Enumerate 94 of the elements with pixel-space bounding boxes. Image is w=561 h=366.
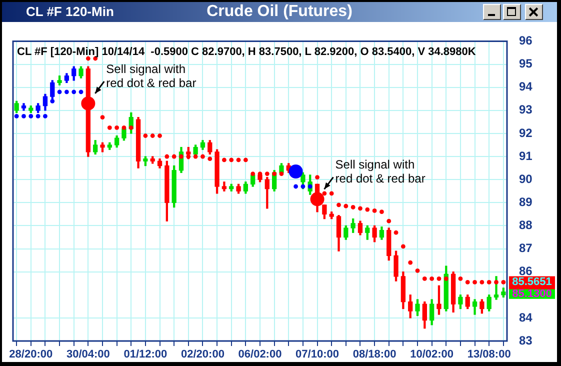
point xyxy=(264,172,270,176)
x-tick-label: 07/10:00 xyxy=(296,348,339,361)
point xyxy=(294,184,298,189)
point xyxy=(186,154,191,159)
x-tick-label: 13/08:00 xyxy=(467,348,511,361)
y-tick-label: 92 xyxy=(519,126,533,140)
x-tick-label: 06/02:00 xyxy=(238,348,282,361)
point xyxy=(400,244,406,249)
point xyxy=(494,280,498,284)
point xyxy=(64,90,69,94)
point xyxy=(308,184,312,189)
y-tick-label: 86 xyxy=(519,264,533,278)
point xyxy=(386,218,392,224)
point xyxy=(107,125,112,130)
annotation: Sell signal with red dot & red bar xyxy=(335,157,426,186)
y-tick-label: 83 xyxy=(519,333,533,348)
point xyxy=(43,114,48,118)
point xyxy=(36,114,40,118)
point xyxy=(28,114,34,118)
chart-subtitle: CL #F [120-Min] 10/14/14 -0.5900 C 82.9700, H 83.7500, L 82.9200, O 83.5400, V 34.8980K xyxy=(17,46,476,58)
point xyxy=(57,90,62,94)
point xyxy=(143,134,148,138)
x-tick-label: 08/18:00 xyxy=(352,348,396,361)
point xyxy=(279,172,284,176)
point xyxy=(465,280,470,284)
point xyxy=(22,114,26,118)
y-tick-label: 84 xyxy=(519,310,533,324)
point xyxy=(458,276,463,281)
y-tick-label: 87 xyxy=(519,241,533,256)
point xyxy=(164,154,170,159)
y-tick-label: 94 xyxy=(519,80,533,94)
point xyxy=(72,90,76,94)
y-tick-label: 90 xyxy=(519,172,533,186)
y-tick-label: 89 xyxy=(519,194,533,209)
point xyxy=(415,268,420,273)
x-tick-label: 28/20:00 xyxy=(9,348,53,361)
point xyxy=(310,192,324,206)
point xyxy=(350,205,356,210)
text: CL #F 120-Min xyxy=(26,4,114,19)
y-tick-label: 95 xyxy=(519,56,533,71)
point xyxy=(472,280,477,284)
point xyxy=(272,172,277,176)
point xyxy=(358,206,362,211)
text: 85.1300 xyxy=(512,288,552,300)
point xyxy=(179,154,184,159)
point xyxy=(236,158,241,162)
point xyxy=(193,154,198,159)
point xyxy=(486,280,492,284)
point xyxy=(430,276,434,281)
point xyxy=(208,156,212,162)
x-tick-label: 10/02:00 xyxy=(410,348,454,361)
point xyxy=(14,114,19,118)
point xyxy=(380,210,384,214)
point xyxy=(480,280,484,284)
point xyxy=(288,164,303,178)
point xyxy=(344,204,348,208)
point xyxy=(372,208,377,213)
point xyxy=(394,230,398,235)
chart-title: Crude Oil (Futures) xyxy=(206,3,352,20)
x-tick-label: 02/20:00 xyxy=(181,348,224,361)
point xyxy=(200,154,205,159)
point xyxy=(122,125,126,130)
x-tick-label: 30/04:00 xyxy=(66,348,110,361)
point xyxy=(408,260,413,265)
point xyxy=(100,115,105,120)
x-tick-label: 01/12:00 xyxy=(124,348,168,361)
point xyxy=(365,207,370,212)
point xyxy=(78,90,84,94)
y-tick-label: 96 xyxy=(519,34,533,48)
point xyxy=(250,172,256,176)
point xyxy=(172,154,176,159)
text: 85.5651 xyxy=(512,276,552,288)
point xyxy=(158,134,162,138)
point xyxy=(501,280,506,284)
annotation: Sell signal with red dot & red bar xyxy=(106,62,196,90)
y-tick-label: 91 xyxy=(519,148,533,163)
point xyxy=(50,98,55,104)
point xyxy=(422,276,427,281)
y-tick-label: 93 xyxy=(519,102,533,117)
point xyxy=(329,191,334,196)
point xyxy=(436,276,442,281)
point xyxy=(315,175,320,180)
point xyxy=(229,158,234,162)
point xyxy=(322,191,327,196)
point xyxy=(243,158,248,162)
point xyxy=(150,134,155,138)
point xyxy=(128,125,134,130)
point xyxy=(300,184,306,189)
point xyxy=(114,125,120,130)
point xyxy=(336,202,341,208)
point xyxy=(81,96,96,110)
y-tick-label: 88 xyxy=(519,218,533,232)
point xyxy=(222,158,226,162)
point xyxy=(444,276,448,281)
